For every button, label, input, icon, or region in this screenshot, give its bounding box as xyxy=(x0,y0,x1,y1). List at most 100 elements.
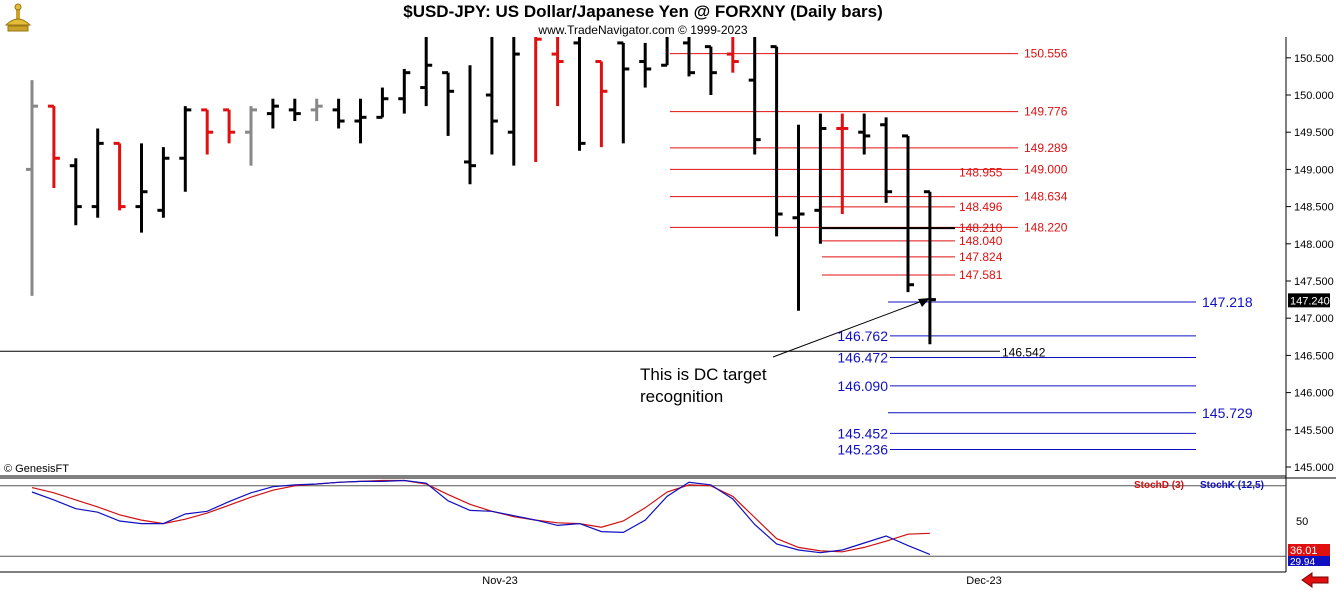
ohlc-bar xyxy=(836,113,849,215)
resistance-level-label: 147.581 xyxy=(959,268,1003,282)
copyright-label: © GenesisFT xyxy=(4,463,69,475)
ohlc-bar xyxy=(858,113,871,155)
annotation-line-1: This is DC target xyxy=(640,365,767,384)
ohlc-bar xyxy=(201,108,214,155)
chart-title: $USD-JPY: US Dollar/Japanese Yen @ FORXN… xyxy=(403,2,883,21)
ohlc-bar xyxy=(748,28,761,155)
ohlc-bar xyxy=(310,98,323,122)
ohlc-bar xyxy=(332,98,345,129)
time-axis: Nov-23 Dec-23 xyxy=(482,575,1001,587)
ohlc-bar xyxy=(704,45,717,95)
ohlc-bar xyxy=(26,80,38,296)
stochk-legend: StochK (12,5) xyxy=(1200,480,1264,491)
support-level-label: 145.729 xyxy=(1202,405,1253,421)
price-tick-label: 146.000 xyxy=(1294,388,1334,400)
ohlc-bar xyxy=(47,104,60,188)
resistance-level-label: 147.824 xyxy=(959,250,1003,264)
ohlc-bar xyxy=(91,128,104,218)
trade-navigator-logo-icon xyxy=(4,3,32,32)
price-tick-label: 148.000 xyxy=(1294,239,1334,251)
price-tick-label: 147.000 xyxy=(1294,313,1334,325)
stochk-value-box xyxy=(1288,556,1330,566)
ohlc-bar xyxy=(770,45,783,237)
price-tick-label: 149.000 xyxy=(1294,164,1334,176)
ohlc-bar xyxy=(464,65,476,185)
ohlc-bar xyxy=(880,117,893,203)
stochd-line xyxy=(31,479,930,553)
ohlc-bar xyxy=(376,87,389,119)
ohlc-bar xyxy=(639,42,652,88)
ohlc-bar xyxy=(266,98,279,129)
price-tick-label: 150.000 xyxy=(1294,90,1334,102)
resistance-level-label: 148.496 xyxy=(959,200,1003,214)
annotation-arrow-line xyxy=(772,299,926,358)
ohlc-bar xyxy=(442,71,455,136)
time-axis-label: Nov-23 xyxy=(482,575,517,587)
stochk-line xyxy=(31,479,931,555)
price-tick-label: 147.500 xyxy=(1294,276,1334,288)
stochk-value-label: 29.94 xyxy=(1290,557,1315,568)
ohlc-bar xyxy=(726,35,739,73)
price-tick-label: 145.500 xyxy=(1294,425,1334,437)
support-level-label: 145.452 xyxy=(837,425,888,441)
resistance-level-label: 149.289 xyxy=(1024,141,1068,155)
chart-subtitle: www.TradeNavigator.com © 1999-2023 xyxy=(538,23,748,37)
ohlc-bar xyxy=(69,158,82,226)
resistance-level-label: 148.634 xyxy=(1024,190,1068,204)
last-price-label: 147.240 xyxy=(1290,295,1330,307)
reference-level-label: 146.542 xyxy=(1002,345,1046,359)
ohlc-bar xyxy=(573,24,586,151)
price-tick-label: 146.500 xyxy=(1294,350,1334,362)
ohlc-bar xyxy=(113,141,126,211)
resistance-level-label: 148.040 xyxy=(959,234,1003,248)
resistance-level-label: 149.000 xyxy=(1024,162,1068,176)
ohlc-bar xyxy=(223,108,236,144)
price-tick-label: 149.500 xyxy=(1294,127,1334,139)
resistance-level-label: 150.556 xyxy=(1024,47,1068,61)
ohlc-bar xyxy=(288,98,301,122)
arrowhead-icon xyxy=(918,298,930,307)
header-mask xyxy=(0,0,1286,37)
support-level-label: 146.762 xyxy=(837,328,888,344)
support-level-label: 146.090 xyxy=(837,378,888,394)
stochd-value-box xyxy=(1288,544,1330,556)
ohlc-bar xyxy=(507,20,520,166)
ohlc-bar xyxy=(135,143,148,233)
annotation: This is DC target recognition xyxy=(640,298,930,406)
ohlc-bar xyxy=(245,106,257,166)
ohlc-bar xyxy=(529,20,542,162)
ohlc-bar xyxy=(354,98,367,144)
ohlc-bar xyxy=(595,60,608,148)
resistance-level-label: 148.220 xyxy=(1024,220,1068,234)
support-level-label: 145.236 xyxy=(837,441,888,457)
resistance-level-label: 149.776 xyxy=(1024,105,1068,119)
ohlc-bar xyxy=(814,113,827,244)
stochd-value-label: 36.01 xyxy=(1290,545,1318,557)
ohlc-bar xyxy=(179,106,192,192)
resistance-level-label: 148.210 xyxy=(959,221,1003,235)
ohlc-bar xyxy=(398,68,411,114)
ohlc-bar xyxy=(923,190,936,345)
ohlc-bars xyxy=(0,0,1286,345)
ohlc-bar xyxy=(792,124,805,311)
support-level-label: 146.472 xyxy=(837,349,888,365)
ohlc-bar xyxy=(157,147,170,218)
resistance-level-label: 148.955 xyxy=(959,166,1003,180)
support-level-label: 147.218 xyxy=(1202,294,1253,310)
last-price-box xyxy=(1288,293,1330,308)
stochd-legend: StochD (3) xyxy=(1134,480,1184,491)
stoch-tick-label: 50 xyxy=(1296,516,1308,528)
ohlc-bar xyxy=(485,24,498,155)
price-tick-label: 150.500 xyxy=(1294,53,1334,65)
chart-frame xyxy=(0,37,1336,573)
ohlc-bar xyxy=(617,41,630,144)
price-tick-label: 145.000 xyxy=(1294,462,1334,474)
ohlc-bar xyxy=(902,134,914,293)
chart-header: $USD-JPY: US Dollar/Japanese Yen @ FORXN… xyxy=(0,0,1286,37)
price-axis: 150.500 150.000 149.500 149.000 148.500 148.0… xyxy=(1286,53,1334,474)
scroll-left-arrow-icon[interactable] xyxy=(1300,571,1330,589)
annotation-line-2: recognition xyxy=(640,387,723,406)
price-tick-label: 148.500 xyxy=(1294,202,1334,214)
